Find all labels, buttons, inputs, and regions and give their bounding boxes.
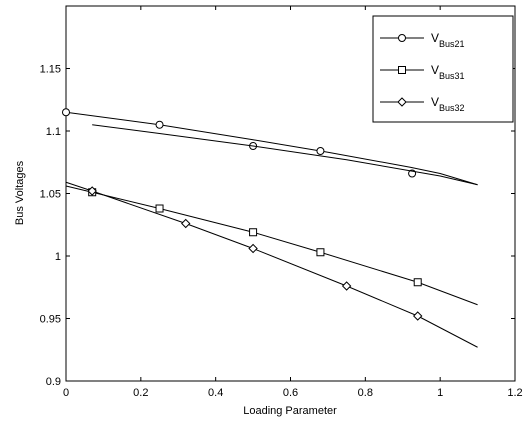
y-axis-ticks: 0.9 0.95 1 1.05 1.1 1.15 xyxy=(40,64,515,388)
x-tick-label: 0.8 xyxy=(358,387,373,399)
legend-marker-square xyxy=(398,66,406,74)
data-point-diamond xyxy=(341,281,352,291)
data-point-square xyxy=(413,278,422,287)
legend-item: VBus32 xyxy=(380,95,465,113)
data-point-diamond xyxy=(413,311,423,321)
legend-box xyxy=(372,15,514,123)
data-point-circle xyxy=(316,147,325,155)
y-tick-label: 1 xyxy=(55,251,61,263)
legend-label: VBus21 xyxy=(431,31,465,49)
x-tick-label: 1 xyxy=(437,387,443,399)
x-tick-label: 0.6 xyxy=(283,387,298,399)
series-bus32 xyxy=(65,181,478,348)
legend-label: VBus32 xyxy=(431,95,465,113)
y-tick-label: 0.95 xyxy=(40,314,61,326)
x-tick-label: 0.2 xyxy=(133,387,148,399)
data-point-square xyxy=(316,248,325,257)
series-line-1 xyxy=(92,124,478,186)
data-point-square xyxy=(249,228,258,237)
legend-marker-circle xyxy=(398,34,406,42)
y-tick-label: 1.15 xyxy=(40,64,61,76)
legend: VBus21 VBus31 VBus32 xyxy=(372,15,514,123)
data-point-circle xyxy=(62,108,70,117)
x-tick-label: 1.2 xyxy=(507,387,522,399)
x-axis-ticks: 0 0.2 0.4 0.6 0.8 1 1.2 xyxy=(63,6,523,399)
data-point-diamond xyxy=(181,218,191,229)
legend-item: VBus21 xyxy=(380,31,465,49)
y-tick-label: 1.05 xyxy=(40,189,61,201)
x-tick-label: 0 xyxy=(63,387,69,399)
y-tick-label: 1.1 xyxy=(46,126,61,138)
series-layer xyxy=(62,108,478,348)
legend-label: VBus31 xyxy=(431,63,465,81)
y-axis-label: Bus Voltages xyxy=(14,160,26,225)
legend-marker-diamond xyxy=(397,97,407,107)
series-bus21 xyxy=(62,108,478,186)
data-point-diamond xyxy=(248,243,258,254)
data-point-diamond xyxy=(87,186,97,196)
x-axis-label: Loading Parameter xyxy=(243,405,337,417)
series-line xyxy=(92,124,478,186)
data-point-square xyxy=(155,204,164,213)
data-point-circle xyxy=(155,120,164,129)
y-tick-label: 0.9 xyxy=(46,376,61,388)
legend-item: VBus31 xyxy=(380,63,465,81)
x-tick-label: 0.4 xyxy=(208,387,223,399)
